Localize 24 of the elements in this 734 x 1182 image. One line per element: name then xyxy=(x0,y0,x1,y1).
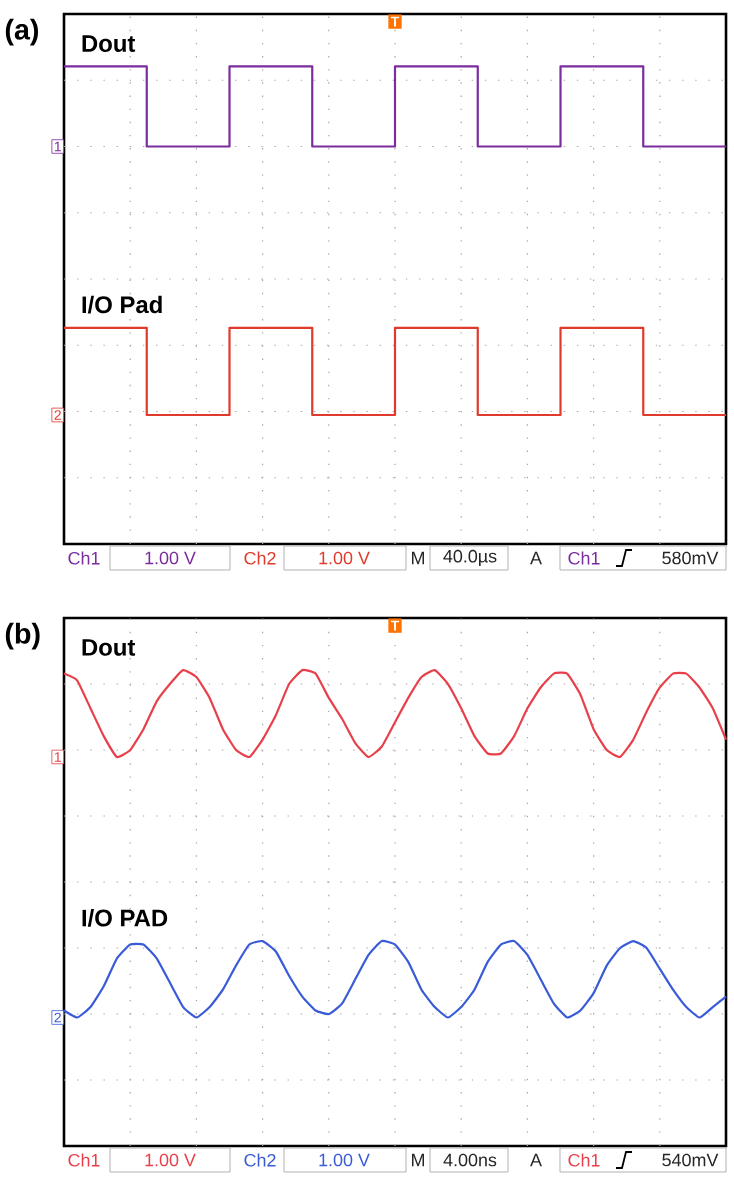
series-label: Dout xyxy=(82,639,136,656)
text: 540mV xyxy=(662,1153,719,1167)
text: 1.00 V xyxy=(319,1153,370,1167)
text: 40.0µs xyxy=(443,549,497,567)
series-label: I/O Pad xyxy=(82,295,162,314)
text: M xyxy=(412,551,424,565)
text: 4.00ns xyxy=(443,1153,497,1167)
series-label: I/O PAD xyxy=(82,908,168,927)
text: M xyxy=(412,1153,424,1167)
text: Ch2 xyxy=(244,551,276,565)
text: Ch2 xyxy=(244,1153,276,1167)
text: 1.00 V xyxy=(145,1153,196,1167)
text: A xyxy=(530,551,542,565)
chart-title: (a) xyxy=(5,18,39,46)
text: 580mV xyxy=(662,551,719,565)
text: Ch1 xyxy=(68,551,100,565)
text: Ch1 xyxy=(68,1153,100,1167)
text: Ch1 xyxy=(568,551,600,565)
text: A xyxy=(530,1153,542,1167)
chart-title: (b) xyxy=(5,622,40,650)
series-label: Dout xyxy=(82,35,136,52)
text: Ch1 xyxy=(568,1153,600,1167)
text: 1.00 V xyxy=(319,551,370,565)
text: 1.00 V xyxy=(145,551,196,565)
